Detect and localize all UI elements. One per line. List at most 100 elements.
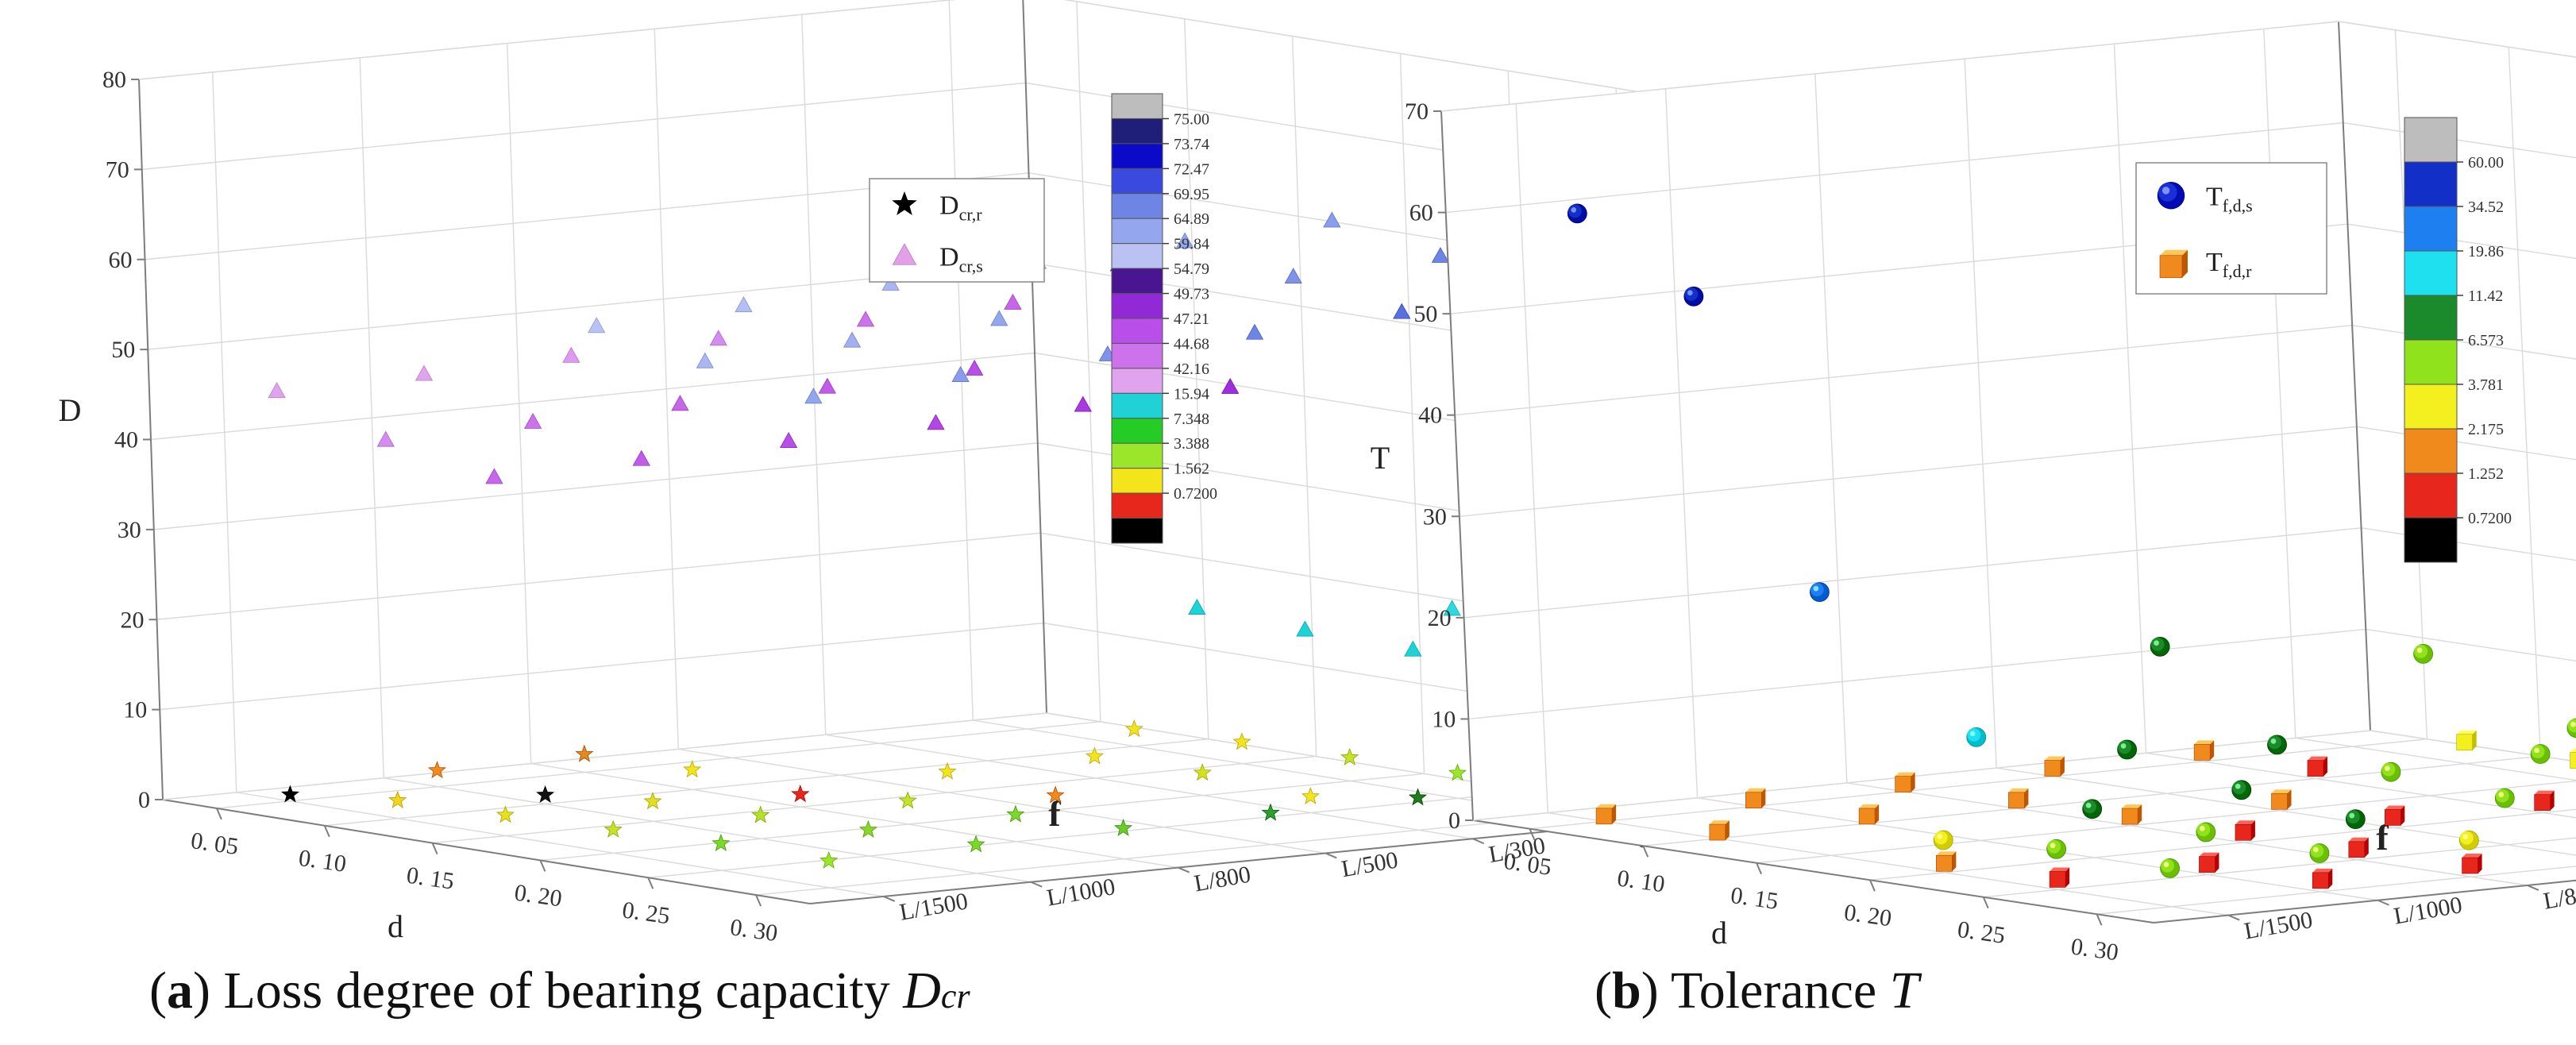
Tf,d,r-cube-front [1895, 776, 1911, 792]
Tf,d,r-cube-top [2044, 756, 2065, 761]
Tf,d,r-cube-top [2385, 805, 2405, 810]
axis-edge [138, 0, 956, 80]
legend: Tf,d,sTf,d,r [2135, 162, 2327, 295]
f-tick-mark [1472, 838, 1485, 845]
colorbar-segment [1111, 318, 1163, 344]
x-tick-mark [1529, 828, 1536, 841]
Dcr,s-triangle [1245, 323, 1264, 340]
Tf,d,r-cube-top [2570, 748, 2576, 753]
colorbar-label: 34.52 [2468, 199, 2504, 216]
Tf,d,r-cube-front [2570, 752, 2576, 769]
Dcr,s-triangle [818, 377, 836, 394]
Tf,d,s-sphere-highlight [1571, 206, 1577, 213]
Tf,d,r-cube-front [2008, 792, 2025, 809]
z-tick-label: 20 [1428, 605, 1452, 631]
Dcr,s-triangle [376, 430, 395, 447]
Tf,d,r-cube-front [2235, 824, 2252, 841]
Dcr,s-triangle [881, 274, 900, 291]
colorbar-label: 60.00 [2468, 154, 2504, 172]
x-axis-title: d [1711, 915, 1727, 951]
colorbar-label: 42.16 [1174, 361, 1209, 378]
legend-marker-star [892, 191, 917, 215]
f-tick-label: L/800 [2541, 879, 2576, 915]
z-tick-label: 60 [1409, 200, 1433, 226]
x-axis-title: d [388, 908, 403, 944]
x-tick-label: 0. 20 [513, 879, 564, 912]
Tf,d,r-cube-front [2348, 841, 2366, 858]
x-tick-mark [1868, 879, 1876, 892]
colorbar-segment [1111, 268, 1163, 295]
Dcr,s-triangle [951, 366, 970, 382]
f-axis-title: f [2376, 817, 2389, 858]
z-tick-label: 30 [118, 517, 141, 543]
Dcr,s-triangle [1074, 395, 1092, 412]
colorbar-segment [1111, 418, 1163, 444]
Tf,d,r-cube-front [1709, 823, 1726, 841]
f-tick-mark [2377, 899, 2389, 906]
x-gridline [1757, 780, 2576, 864]
Tf,d,r-cube-side [2024, 788, 2029, 808]
Dcr,s-triangle [990, 310, 1008, 326]
Dcr,s-triangle [1175, 232, 1194, 249]
Dcr,r-star [427, 761, 447, 779]
legend-label-sub: cr,r [959, 205, 983, 225]
x-tick-mark [539, 860, 546, 872]
z-axis: 0 10 20 30 40 50 60 70 80 D [59, 67, 163, 813]
colorbar-segment [1111, 518, 1163, 544]
Dcr,r-star [575, 744, 594, 762]
Tf,d,r-cube-top [2534, 790, 2555, 795]
colorbar-segment [1111, 143, 1163, 169]
f-tick-mark [1030, 881, 1043, 888]
colorbar-label: 49.73 [1174, 286, 1209, 303]
Dcr,r-star [1046, 785, 1065, 804]
Dcr,s-triangle [1323, 211, 1341, 228]
f-tick-mark [883, 895, 896, 902]
Dcr,r-star [791, 785, 810, 803]
Tf,d,r-cube-top [2456, 730, 2477, 735]
Dcr,r-star [388, 790, 407, 808]
Tf,d,r-cube-front [1595, 808, 1613, 825]
colorbar-segment [1111, 468, 1163, 494]
Tf,d,r-cube-front [1858, 808, 1876, 825]
Tf,d,s-sphere-highlight [2120, 743, 2127, 749]
colorbar-segment [1111, 442, 1163, 469]
Tf,d,r-cube-front [1936, 854, 1953, 872]
colorbar-label: 59.84 [1174, 236, 1209, 253]
Dcr,r-star [1124, 719, 1143, 738]
legend-marker-triangle [892, 243, 917, 265]
Tf,d,r-cube-front [2044, 760, 2061, 777]
Tf,d,s-sphere-highlight [2312, 846, 2319, 853]
Tf,d,r-cube-front [2534, 794, 2551, 811]
Dcr,s-triangle [1188, 599, 1206, 615]
Tf,d,s-sphere-highlight [1937, 834, 1943, 839]
Dcr,s-triangle [1443, 600, 1461, 616]
colorbar-segment [2404, 517, 2458, 563]
colorbar-label: 73.74 [1174, 136, 1209, 153]
Tf,d,r-cube-side [1612, 804, 1617, 824]
Tf,d,r-cube-front [2462, 857, 2478, 874]
x-tick-mark [431, 843, 438, 854]
colorbar-segment [1111, 218, 1163, 245]
colorbar-segment [1111, 168, 1163, 195]
legend-marker-cube-front [2159, 255, 2183, 279]
colorbar-label: 1.562 [1174, 461, 1209, 478]
Dcr,r-star [280, 785, 299, 803]
colorbar-label: 69.95 [1174, 186, 1209, 203]
f-tick-mark [1178, 866, 1190, 873]
Tf,d,s-sphere-highlight [2050, 843, 2056, 849]
Dcr,s-triangle [485, 468, 503, 484]
Dcr,s-triangle [1393, 303, 1411, 319]
Dcr,s-triangle [1404, 640, 1422, 657]
colorbar-segment [1111, 492, 1163, 519]
x-tick-label: 0. 30 [2069, 933, 2120, 966]
Tf,d,s-sphere-highlight [2570, 721, 2576, 727]
z-axis-title: D [59, 392, 82, 428]
colorbar-segment [1111, 193, 1163, 219]
legend-box [869, 178, 1045, 283]
Dcr,r-star [496, 805, 515, 823]
colorbar-segment [2404, 339, 2458, 385]
legend-label-sub: f,d,s [2223, 195, 2253, 215]
legend-label-sub: cr,s [959, 256, 983, 276]
